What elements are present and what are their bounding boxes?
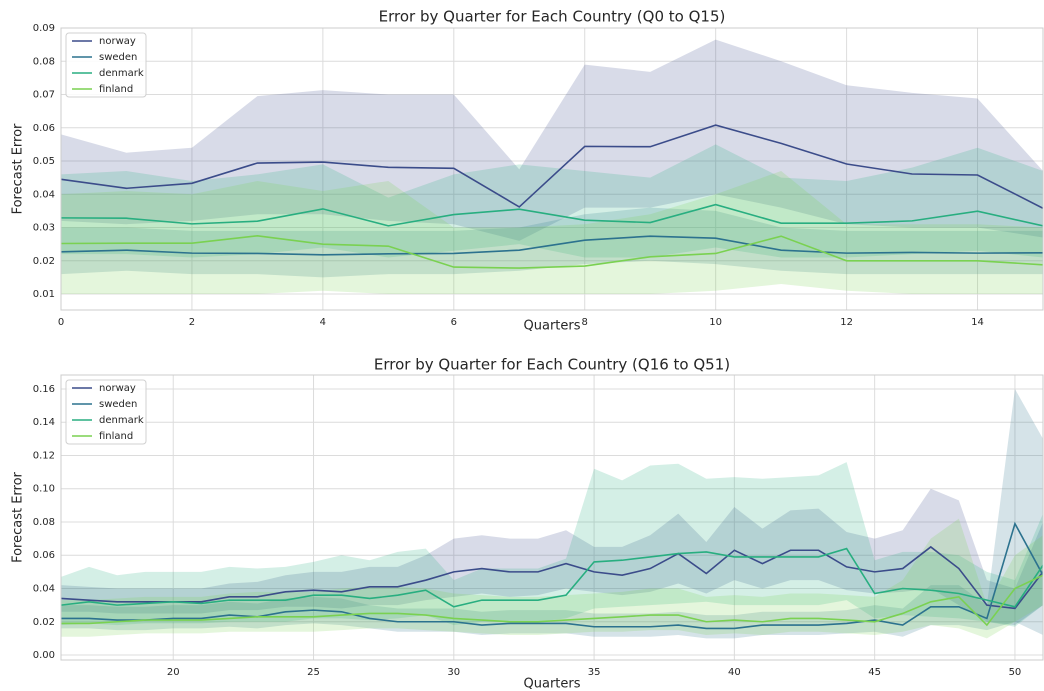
x-tick-label: 35 [588, 667, 601, 678]
y-tick-label: 0.04 [33, 189, 55, 200]
y-tick-label: 0.12 [33, 450, 55, 461]
y-tick-label: 0.05 [33, 156, 55, 167]
confidence-band [61, 144, 1043, 258]
x-tick-label: 20 [167, 667, 180, 678]
chart-title: Error by Quarter for Each Country (Q0 to… [379, 8, 726, 26]
y-tick-label: 0.16 [33, 384, 55, 395]
x-tick-label: 40 [728, 667, 741, 678]
y-tick-label: 0.06 [33, 123, 55, 134]
x-tick-label: 8 [582, 317, 588, 328]
series-line [61, 124, 1043, 209]
y-tick-label: 0.03 [33, 223, 55, 234]
series-line [61, 574, 1043, 627]
series-line [61, 235, 1043, 256]
confidence-band [61, 207, 1043, 278]
x-axis-label: Quarters [524, 319, 581, 334]
y-tick-label: 0.06 [33, 550, 55, 561]
legend-label: finland [99, 84, 133, 95]
plot-area [61, 388, 1043, 639]
legend-label: denmark [99, 415, 144, 426]
y-tick-label: 0.01 [33, 289, 55, 300]
y-tick-label: 0.08 [33, 56, 55, 67]
y-axis-label: Forecast Error [11, 123, 26, 214]
x-tick-label: 25 [307, 667, 320, 678]
y-tick-label: 0.07 [33, 90, 55, 101]
y-tick-label: 0.00 [33, 650, 55, 661]
confidence-band [61, 388, 1043, 639]
legend-box [65, 32, 147, 98]
y-tick-label: 0.14 [33, 417, 55, 428]
x-axis-label: Quarters [524, 677, 581, 691]
y-tick-label: 0.02 [33, 256, 55, 267]
legend-box [65, 379, 147, 445]
series-line [61, 545, 1043, 610]
x-tick-label: 30 [447, 667, 460, 678]
legend-label: norway [99, 383, 136, 394]
legend-label: sweden [99, 399, 137, 410]
series-line [61, 235, 1043, 269]
x-tick-label: 50 [1009, 667, 1022, 678]
y-tick-label: 0.10 [33, 484, 55, 495]
chart-title: Error by Quarter for Each Country (Q16 t… [374, 356, 730, 374]
x-tick-label: 14 [971, 317, 984, 328]
confidence-band [61, 462, 1043, 627]
confidence-band [61, 39, 1043, 241]
plot-area [61, 39, 1043, 295]
legend-label: finland [99, 431, 133, 442]
x-tick-label: 10 [709, 317, 722, 328]
series-line [61, 203, 1043, 227]
axes-frame [60, 27, 1044, 311]
y-axis-label: Forecast Error [11, 471, 26, 562]
confidence-band [61, 518, 1043, 639]
x-tick-label: 45 [868, 667, 881, 678]
series-line [61, 547, 1043, 608]
x-tick-label: 6 [451, 317, 457, 328]
y-tick-label: 0.04 [33, 584, 55, 595]
confidence-band [61, 170, 1043, 295]
y-tick-label: 0.02 [33, 617, 55, 628]
y-tick-label: 0.09 [33, 23, 55, 34]
legend-label: sweden [99, 52, 137, 63]
x-tick-label: 2 [189, 317, 195, 328]
x-tick-label: 12 [840, 317, 853, 328]
axes-frame [60, 374, 1044, 661]
legend-label: norway [99, 36, 136, 47]
legend-label: denmark [99, 68, 144, 79]
x-tick-label: 4 [320, 317, 326, 328]
y-tick-label: 0.08 [33, 517, 55, 528]
x-tick-label: 0 [58, 317, 64, 328]
